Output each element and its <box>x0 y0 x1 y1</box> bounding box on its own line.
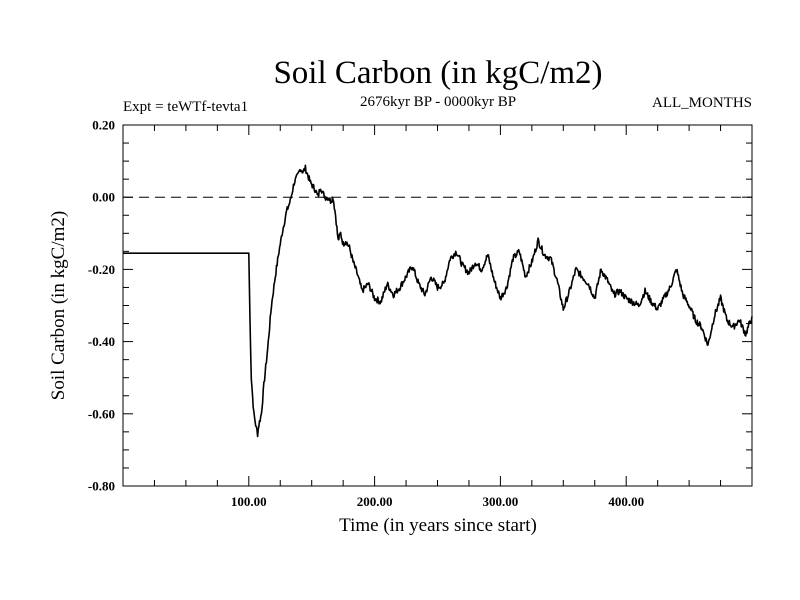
series-line <box>122 164 753 438</box>
plot-frame <box>122 124 753 487</box>
axis-ticks <box>123 125 752 486</box>
x-axis-label: Time (in years since start) <box>339 515 537 536</box>
x-tick-label: 400.00 <box>608 494 644 509</box>
x-tick-label: 300.00 <box>483 494 519 509</box>
y-tick-label: 0.00 <box>92 190 115 205</box>
x-tick-label: 100.00 <box>231 494 267 509</box>
y-tick-label: 0.20 <box>92 118 115 133</box>
tick-labels: 100.00 200.00 300.00 400.00 0.20 0.00 -0.20 -0.… <box>88 118 644 510</box>
time-range-label: 2676kyr BP - 0000kyr BP <box>360 94 516 110</box>
experiment-label: Expt = teWTf-tevta1 <box>123 99 248 115</box>
months-label: ALL_MONTHS <box>652 95 752 111</box>
y-tick-label: -0.20 <box>88 262 115 277</box>
x-tick-label: 200.00 <box>357 494 393 509</box>
chart-title: Soil Carbon (in kgC/m2) <box>273 55 602 91</box>
y-tick-label: -0.60 <box>88 406 115 421</box>
y-axis-label: Soil Carbon (in kgC/m2) <box>48 211 69 400</box>
y-tick-label: -0.40 <box>88 334 115 349</box>
y-tick-label: -0.80 <box>88 479 115 494</box>
